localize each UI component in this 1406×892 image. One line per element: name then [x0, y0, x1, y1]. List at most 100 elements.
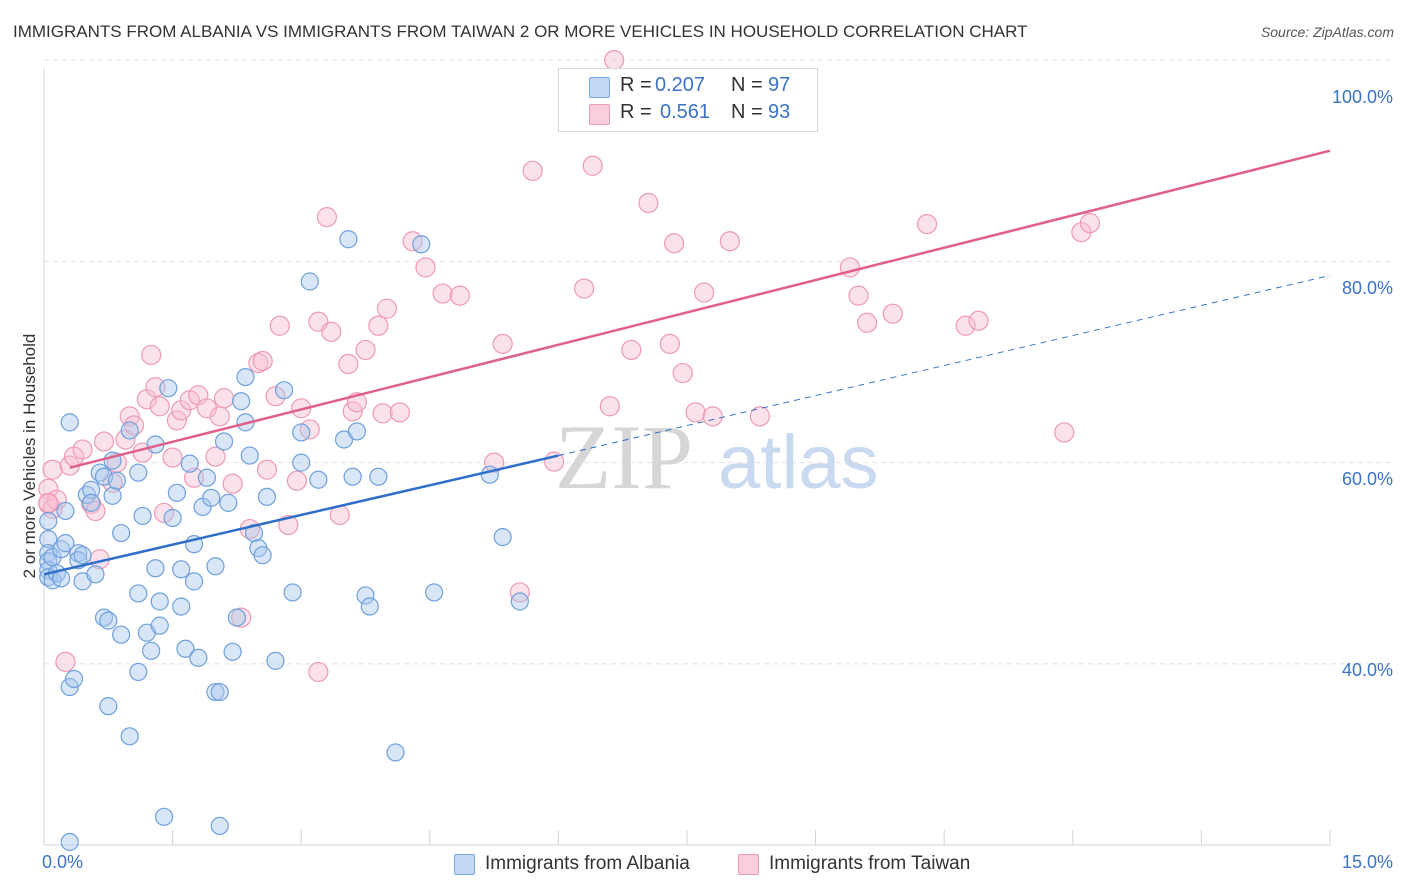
albania-point-90 [424, 583, 444, 602]
albania-point-89 [412, 235, 431, 254]
albania-point-23 [86, 565, 105, 584]
albania-point-12 [56, 534, 75, 553]
albania-point-13 [60, 413, 79, 432]
x-tick-label-max: 15.0% [1341, 852, 1393, 872]
series-legend: Immigrants from Albania Immigrants from … [0, 852, 1406, 878]
correlation-legend: R = 0.207 N = 97 R = 0.561 N = 93 [558, 68, 818, 132]
albania-point-79 [300, 272, 319, 291]
albania-point-28 [99, 697, 118, 716]
taiwan-trend-line [69, 149, 1331, 469]
albania-swatch [589, 77, 610, 98]
x-tick-label-min: 0.0% [42, 852, 84, 872]
albania-point-95 [232, 392, 251, 411]
taiwan-point-74 [664, 233, 685, 254]
albania-point-36 [129, 463, 148, 482]
albania-point-77 [292, 423, 311, 442]
albania-point-86 [360, 597, 379, 616]
axes [43, 68, 1331, 846]
watermark-atlas: atlas [718, 420, 879, 505]
albania-point-93 [510, 592, 529, 611]
taiwan-point-64 [492, 333, 513, 354]
chart-title: IMMIGRANTS FROM ALBANIA VS IMMIGRANTS FR… [13, 22, 1028, 41]
source-label: Source: ZipAtlas.com [1260, 24, 1394, 40]
albania-point-63 [210, 816, 229, 835]
taiwan-point-63 [484, 452, 505, 473]
albania-n-label: N = [731, 74, 763, 96]
albania-point-29 [103, 486, 122, 505]
taiwan-point-10 [85, 500, 106, 522]
taiwan-point-5 [55, 651, 76, 672]
taiwan-point-78 [702, 406, 723, 427]
albania-point-66 [223, 642, 242, 661]
trend-lines [43, 149, 1331, 576]
albania-point-69 [240, 446, 259, 465]
taiwan-point-49 [321, 321, 342, 342]
taiwan-swatch [589, 104, 610, 125]
albania-point-87 [369, 467, 388, 486]
albania-point-65 [219, 493, 238, 512]
taiwan-points [38, 50, 1101, 683]
taiwan-point-77 [694, 282, 715, 303]
taiwan-point-68 [574, 278, 595, 299]
y-tick-label-100: 100.0% [1331, 87, 1393, 107]
albania-point-32 [112, 523, 131, 543]
albania-trend-extension [558, 274, 1331, 457]
taiwan-point-8 [72, 439, 93, 460]
albania-point-43 [146, 559, 165, 578]
albania-point-91 [480, 465, 499, 484]
albania-point-88 [386, 743, 405, 762]
taiwan-point-92 [604, 50, 625, 71]
albania-point-76 [283, 583, 302, 602]
albania-legend-swatch [454, 854, 475, 875]
albania-point-64 [214, 432, 234, 451]
albania-legend-label: Immigrants from Albania [485, 853, 690, 874]
albania-point-19 [73, 546, 92, 565]
albania-point-55 [184, 572, 204, 591]
albania-point-83 [343, 467, 362, 486]
taiwan-r-label: R = [620, 101, 652, 123]
gridlines [44, 59, 1392, 665]
albania-point-94 [60, 832, 79, 852]
taiwan-point-35 [231, 607, 252, 628]
taiwan-point-31 [205, 446, 226, 467]
y-axis-label: 2 or more Vehicles in Household [20, 333, 39, 579]
taiwan-point-90 [1079, 213, 1101, 234]
watermark: ZIP atlas [555, 406, 879, 508]
albania-point-84 [347, 422, 367, 441]
albania-point-45 [150, 616, 169, 635]
albania-point-62 [210, 682, 229, 702]
albania-point-61 [206, 682, 225, 702]
taiwan-point-61 [432, 283, 453, 304]
taiwan-point-33 [213, 388, 235, 409]
albania-point-75 [274, 381, 294, 400]
taiwan-point-66 [522, 160, 543, 181]
taiwan-point-28 [183, 467, 205, 488]
taiwan-point-24 [162, 447, 183, 468]
taiwan-point-43 [286, 470, 308, 491]
taiwan-point-79 [719, 231, 740, 252]
taiwan-point-55 [368, 315, 389, 336]
taiwan-point-51 [338, 353, 359, 375]
albania-point-72 [253, 546, 272, 565]
albania-point-78 [292, 453, 311, 472]
albania-point-59 [202, 488, 221, 507]
taiwan-point-72 [638, 192, 659, 214]
taiwan-point-23 [153, 502, 175, 524]
taiwan-point-88 [1054, 422, 1075, 443]
albania-point-41 [142, 641, 161, 660]
taiwan-legend-label: Immigrants from Taiwan [769, 853, 971, 874]
watermark-zip: ZIP [555, 406, 693, 508]
albania-point-22 [82, 493, 101, 512]
albania-point-15 [64, 669, 84, 689]
albania-point-85 [356, 586, 375, 605]
taiwan-point-83 [856, 312, 878, 333]
taiwan-point-30 [196, 398, 217, 419]
y-tick-label-40: 40.0% [1341, 660, 1393, 680]
albania-point-11 [56, 501, 75, 521]
taiwan-point-70 [599, 396, 620, 417]
taiwan-point-0 [38, 478, 59, 499]
albania-point-52 [176, 639, 195, 658]
taiwan-point-26 [171, 400, 192, 421]
albania-point-56 [189, 648, 208, 667]
albania-point-37 [129, 584, 148, 603]
